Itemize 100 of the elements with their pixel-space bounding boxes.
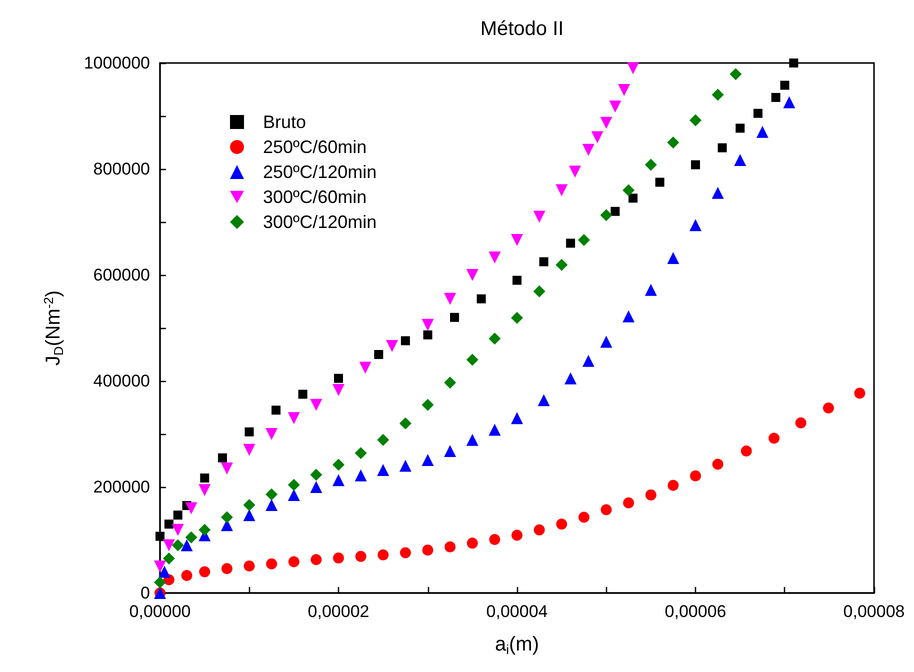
point — [266, 428, 278, 440]
point — [444, 292, 456, 305]
point — [266, 488, 278, 500]
point — [628, 194, 638, 203]
point — [556, 258, 568, 271]
point — [795, 417, 806, 428]
point — [310, 468, 322, 481]
legend-label: 300ºC/120min — [263, 212, 377, 232]
x-tick-label: 0,00000 — [129, 602, 191, 621]
point — [173, 510, 182, 520]
point — [627, 62, 640, 74]
point — [488, 252, 501, 264]
point — [377, 464, 390, 476]
point — [591, 131, 604, 144]
point — [644, 158, 657, 171]
point — [512, 530, 522, 541]
point — [854, 388, 866, 399]
point — [609, 100, 622, 112]
point — [444, 444, 456, 457]
point — [450, 312, 460, 322]
point — [154, 560, 166, 572]
y-axis-title: JD(Nm-2) — [41, 290, 66, 366]
x-tick-label: 0,00004 — [486, 602, 548, 621]
y-tick-label: 1000000 — [84, 54, 150, 72]
point — [386, 340, 398, 352]
point — [220, 462, 233, 474]
point — [564, 372, 577, 384]
point — [600, 504, 612, 516]
point — [422, 544, 434, 556]
point — [488, 332, 501, 345]
point — [164, 520, 174, 529]
point — [172, 524, 184, 536]
point — [354, 469, 367, 482]
point — [422, 318, 434, 331]
point — [266, 499, 278, 512]
point — [488, 424, 501, 436]
point — [288, 412, 300, 424]
point — [667, 136, 680, 148]
point — [198, 484, 211, 496]
point — [512, 276, 522, 285]
point — [466, 434, 478, 446]
point — [753, 108, 762, 118]
point — [712, 186, 724, 199]
point — [288, 478, 300, 491]
point — [221, 563, 232, 574]
y-tick-label: 0 — [140, 584, 150, 602]
point — [422, 454, 434, 466]
point — [272, 406, 281, 415]
point — [789, 58, 798, 68]
point — [466, 538, 478, 549]
point — [400, 336, 410, 346]
point — [243, 499, 256, 512]
point — [298, 390, 308, 399]
point — [730, 68, 742, 80]
point — [566, 238, 576, 248]
point — [198, 524, 211, 536]
y-tick-label: 600000 — [93, 266, 150, 284]
point — [354, 447, 367, 460]
point — [756, 126, 768, 138]
point — [154, 576, 166, 588]
point — [332, 384, 344, 396]
point — [220, 511, 233, 524]
point — [185, 502, 198, 514]
point — [158, 566, 170, 578]
point — [377, 434, 390, 446]
point — [712, 88, 724, 101]
point — [511, 234, 523, 246]
point — [768, 432, 780, 444]
point — [156, 532, 164, 541]
x-tick-label: 0,00006 — [664, 602, 726, 621]
legend-label: 250ºC/120min — [263, 162, 377, 182]
point — [378, 549, 389, 560]
chart-title: Método II — [480, 18, 564, 40]
point — [288, 556, 300, 568]
x-tick-label: 0,00002 — [308, 602, 370, 621]
point — [355, 550, 366, 562]
x-tick-label: 0,00008 — [843, 602, 905, 621]
point — [578, 512, 590, 523]
point — [538, 394, 550, 406]
point — [736, 124, 745, 133]
point — [539, 257, 548, 266]
point — [533, 210, 546, 223]
point — [399, 417, 412, 430]
point — [712, 458, 724, 470]
point — [582, 144, 594, 156]
point — [199, 566, 210, 578]
point — [691, 160, 700, 170]
point — [690, 470, 701, 482]
point — [600, 116, 612, 129]
point — [623, 497, 634, 508]
point — [423, 330, 432, 340]
point — [185, 531, 198, 544]
point — [667, 252, 680, 264]
point — [489, 534, 500, 545]
point — [444, 376, 456, 389]
point — [718, 143, 727, 152]
point — [310, 481, 322, 493]
point — [266, 558, 278, 570]
point — [243, 509, 256, 522]
point — [310, 554, 322, 566]
